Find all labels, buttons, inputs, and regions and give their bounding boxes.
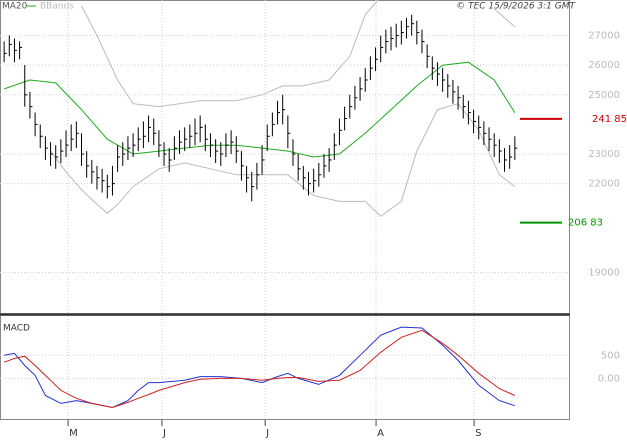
y-tick-label: 25000 xyxy=(588,90,620,101)
legend-ma20: MA20 xyxy=(2,2,28,12)
legend-bbands: BBands xyxy=(40,2,74,12)
y-tick-label: 26000 xyxy=(588,60,620,71)
x-tick-label: S xyxy=(475,428,481,439)
level-label: 206 83 xyxy=(568,218,603,229)
y-tick-label: 27000 xyxy=(588,31,620,42)
y-tick-label: 0.00 xyxy=(598,373,620,384)
level-label: 241 85 xyxy=(592,114,627,125)
macd-title: MACD xyxy=(3,324,30,334)
x-tick-label: J xyxy=(162,428,166,439)
x-tick-label: A xyxy=(377,428,384,439)
x-tick-label: M xyxy=(69,428,78,439)
indicator-line xyxy=(50,103,516,217)
y-tick-label: 500 xyxy=(601,350,620,361)
macd-line xyxy=(4,326,515,409)
x-tick-label: J xyxy=(265,428,269,439)
y-tick-label: 23000 xyxy=(588,149,620,160)
copyright: © TEC 15/9/2026 3:1 GMT xyxy=(456,2,576,12)
y-tick-label: 22000 xyxy=(588,179,620,190)
indicator-line xyxy=(81,0,516,108)
macd-line xyxy=(3,329,516,409)
y-tick-label: 19000 xyxy=(588,268,620,279)
